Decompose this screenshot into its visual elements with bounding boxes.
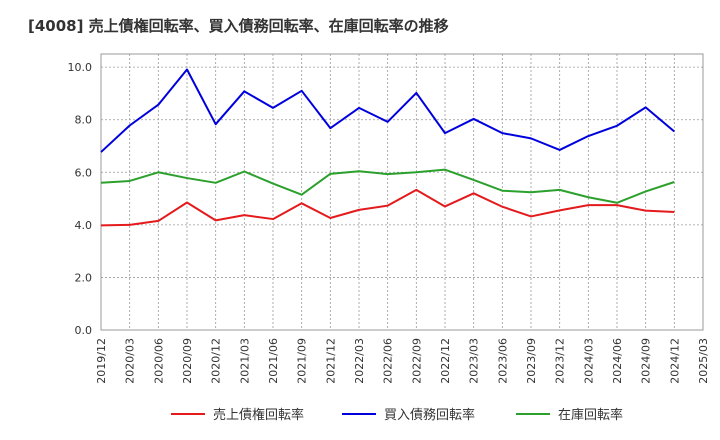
y-tick-label: 2.0 (75, 271, 93, 284)
series-line-1 (100, 188, 675, 227)
x-axis: 2019/12 2020/03 2020/06 2020/09 2020/12 2021/… (95, 338, 710, 384)
x-tick-label: 2021/09 (296, 338, 309, 384)
legend: 売上債権回転率 買入債務回転率 在庫回転率 (171, 407, 623, 423)
chart-title: [4008] 売上債権回転率、買入債務回転率、在庫回転率の推移 (28, 17, 449, 35)
x-tick-label: 2022/09 (410, 338, 423, 384)
x-tick-label: 2023/12 (554, 338, 567, 384)
y-axis: 0.0 2.0 4.0 6.0 8.0 10.0 (68, 61, 93, 337)
y-tick-label: 0.0 (75, 324, 93, 337)
legend-label-1: 売上債権回転率 (213, 407, 304, 423)
x-tick-label: 2019/12 (95, 338, 108, 384)
x-tick-label: 2022/12 (439, 338, 452, 384)
x-tick-label: 2020/06 (152, 338, 165, 384)
legend-label-2: 買入債務回転率 (384, 407, 475, 423)
x-tick-label: 2025/03 (697, 338, 710, 384)
x-tick-label: 2024/03 (582, 338, 595, 384)
series-lines (100, 68, 675, 227)
series-line-3 (100, 168, 675, 204)
x-tick-label: 2021/12 (324, 338, 337, 384)
x-tick-label: 2020/12 (210, 338, 223, 384)
y-tick-label: 6.0 (75, 166, 93, 179)
x-tick-label: 2021/06 (267, 338, 280, 384)
x-tick-label: 2023/06 (496, 338, 509, 384)
x-tick-label: 2020/03 (124, 338, 137, 384)
series-line-2 (100, 68, 675, 153)
y-tick-label: 10.0 (68, 61, 93, 74)
x-tick-label: 2024/09 (640, 338, 653, 384)
y-tick-label: 4.0 (75, 219, 93, 232)
x-tick-label: 2023/09 (525, 338, 538, 384)
plot-frame (100, 53, 704, 331)
y-tick-label: 8.0 (75, 114, 93, 127)
x-tick-label: 2022/06 (382, 338, 395, 384)
x-tick-label: 2024/12 (668, 338, 681, 384)
grid (100, 54, 704, 331)
x-tick-label: 2022/03 (353, 338, 366, 384)
x-tick-label: 2023/03 (468, 338, 481, 384)
legend-label-3: 在庫回転率 (558, 407, 623, 423)
x-tick-label: 2020/09 (181, 338, 194, 384)
x-tick-label: 2024/06 (611, 338, 624, 384)
x-tick-label: 2021/03 (238, 338, 251, 384)
